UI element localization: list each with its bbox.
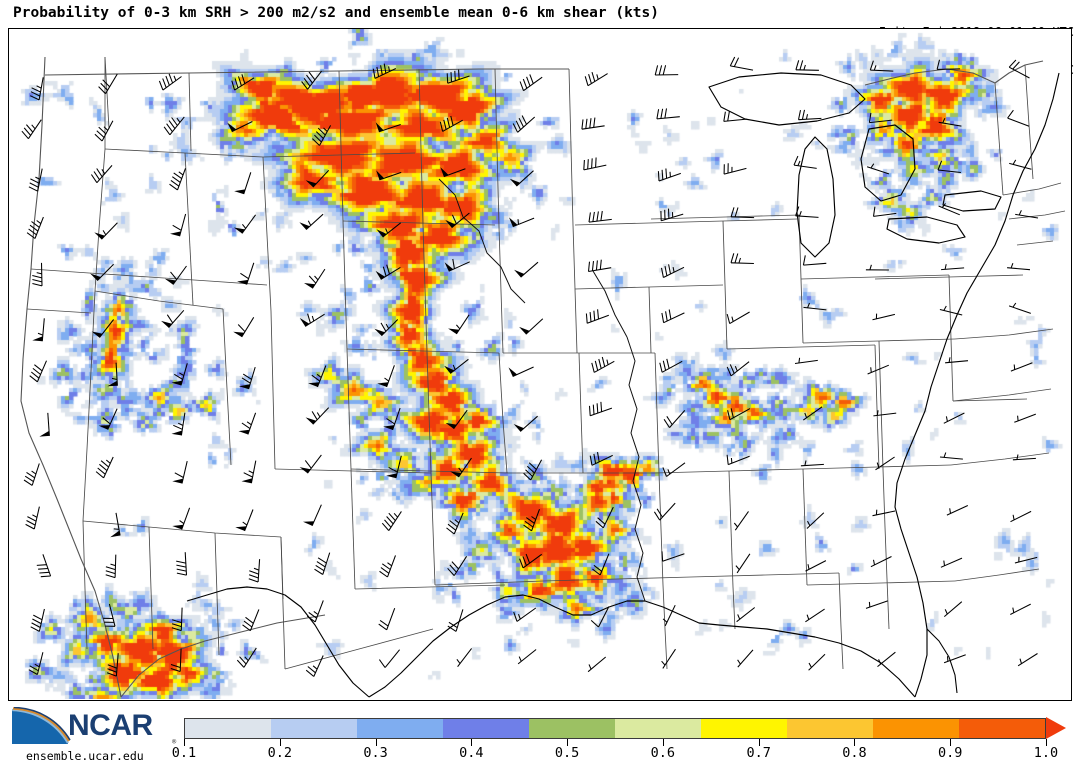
probability-field-layer bbox=[9, 29, 1070, 699]
colorbar-tick bbox=[184, 739, 185, 746]
map-panel[interactable] bbox=[8, 28, 1072, 701]
colorbar-tick-label: 0.4 bbox=[459, 745, 484, 761]
colorbar-segment bbox=[185, 719, 271, 738]
colorbar-segment bbox=[959, 719, 1045, 738]
colorbar-tick bbox=[471, 739, 473, 746]
colorbar-tick bbox=[1046, 739, 1047, 746]
colorbar-tick-label: 1.0 bbox=[1033, 745, 1059, 761]
ncar-wordmark: NCAR bbox=[68, 709, 153, 742]
registered-trademark-icon: ® bbox=[172, 738, 177, 746]
colorbar-ticks bbox=[184, 739, 1047, 747]
colorbar-tick bbox=[375, 739, 377, 746]
colorbar-segment bbox=[787, 719, 873, 738]
ncar-logo-mark bbox=[11, 707, 71, 744]
colorbar-tick bbox=[950, 739, 952, 746]
colorbar-tick bbox=[279, 739, 281, 746]
colorbar-gradient bbox=[184, 718, 1046, 739]
probability-colorbar bbox=[184, 717, 1066, 740]
colorbar-segment bbox=[873, 719, 959, 738]
colorbar-segment bbox=[615, 719, 701, 738]
colorbar-over-arrow-icon bbox=[1046, 717, 1066, 739]
ensemble-site-url[interactable]: ensemble.ucar.edu bbox=[26, 749, 144, 763]
ncar-logo[interactable]: NCAR ensemble.ucar.edu bbox=[6, 705, 174, 763]
colorbar-tick-label: 0.7 bbox=[746, 745, 771, 761]
colorbar-segment bbox=[271, 719, 357, 738]
colorbar-tick-label: 0.8 bbox=[842, 745, 867, 761]
colorbar-tick-label: 0.1 bbox=[171, 745, 197, 761]
colorbar-segment bbox=[701, 719, 787, 738]
colorbar-tick-label: 0.2 bbox=[267, 745, 292, 761]
page-title: Probability of 0-3 km SRH > 200 m2/s2 an… bbox=[13, 5, 660, 21]
colorbar-tick-label: 0.6 bbox=[650, 745, 676, 761]
colorbar-tick bbox=[567, 739, 569, 746]
colorbar-tick bbox=[758, 739, 760, 746]
colorbar-segment bbox=[529, 719, 615, 738]
colorbar-tick bbox=[854, 739, 856, 746]
colorbar-tick-label: 0.9 bbox=[938, 745, 963, 761]
colorbar-tick-label: 0.3 bbox=[363, 745, 388, 761]
colorbar-tick bbox=[662, 739, 664, 746]
colorbar-segment bbox=[357, 719, 443, 738]
colorbar-segment bbox=[443, 719, 529, 738]
colorbar-tick-labels: 0.1 0.2 0.3 0.4 0.5 0.6 0.7 0.8 0.9 1.0 bbox=[0, 745, 1080, 765]
colorbar-tick-label: 0.5 bbox=[554, 745, 580, 761]
